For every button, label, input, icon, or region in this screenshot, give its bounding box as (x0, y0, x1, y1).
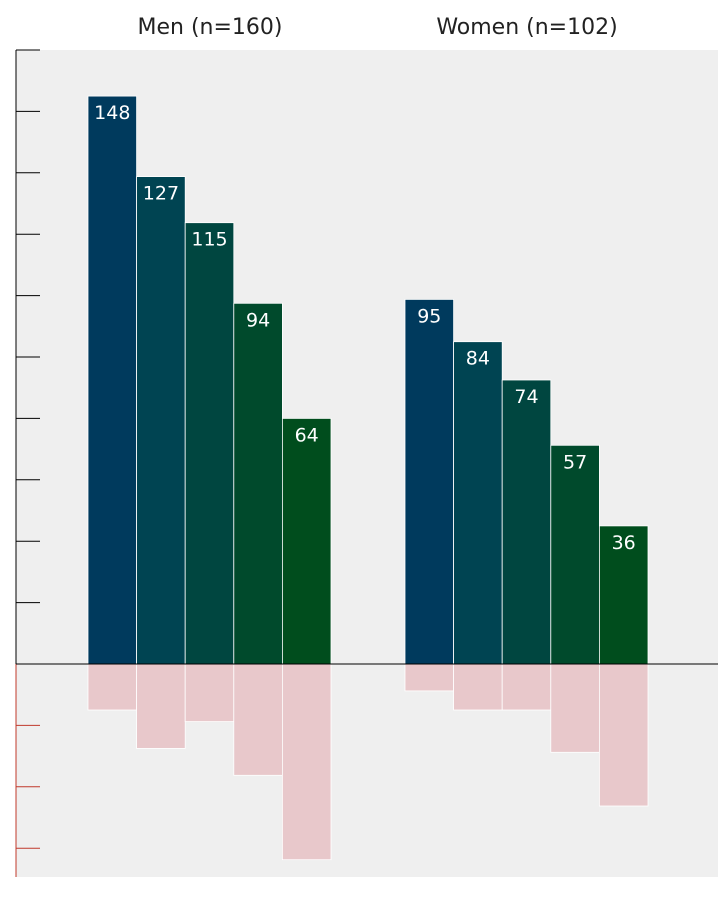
bar-label-0-3: 94 (246, 309, 270, 331)
bar-1-0 (404, 298, 454, 665)
panel-title-women: Women (n=102) (436, 15, 617, 40)
bar-label-1-1: 84 (466, 348, 490, 370)
bar-1-2 (501, 379, 552, 665)
bar-0-4 (281, 417, 332, 665)
negative-bar-1-0 (404, 663, 454, 692)
bar-label-0-1: 127 (143, 183, 179, 205)
negative-bar-1-3 (550, 663, 600, 753)
negative-bars-layer (87, 663, 649, 861)
negative-bar-0-4 (281, 663, 332, 861)
bar-0-0 (87, 95, 137, 665)
bar-0-2 (184, 222, 235, 665)
bars-layer (87, 95, 649, 665)
negative-bar-0-3 (233, 663, 283, 776)
bar-0-3 (233, 302, 283, 665)
bar-1-4 (599, 525, 649, 665)
bar-1-3 (550, 444, 600, 665)
bar-label-0-2: 115 (191, 229, 227, 251)
bar-label-1-0: 95 (417, 305, 441, 327)
bar-label-1-2: 74 (514, 386, 538, 408)
bar-labels-layer: 148 127 115 94 64 95 84 74 57 36 (94, 102, 636, 554)
negative-bar-1-4 (599, 663, 649, 807)
bar-1-1 (453, 341, 503, 665)
negative-bar-0-2 (184, 663, 235, 722)
bar-label-1-4: 36 (612, 532, 636, 554)
panel-title-men: Men (n=160) (138, 15, 283, 40)
negative-bar-0-0 (87, 663, 137, 711)
negative-bar-0-1 (136, 663, 186, 749)
y-axis-ticks (16, 49, 40, 849)
bar-label-0-4: 64 (295, 424, 319, 446)
bar-label-1-3: 57 (563, 451, 587, 473)
bar-label-0-0: 148 (94, 102, 130, 124)
negative-bar-1-1 (453, 663, 503, 711)
negative-bar-1-2 (501, 663, 552, 711)
bar-0-1 (136, 176, 186, 665)
